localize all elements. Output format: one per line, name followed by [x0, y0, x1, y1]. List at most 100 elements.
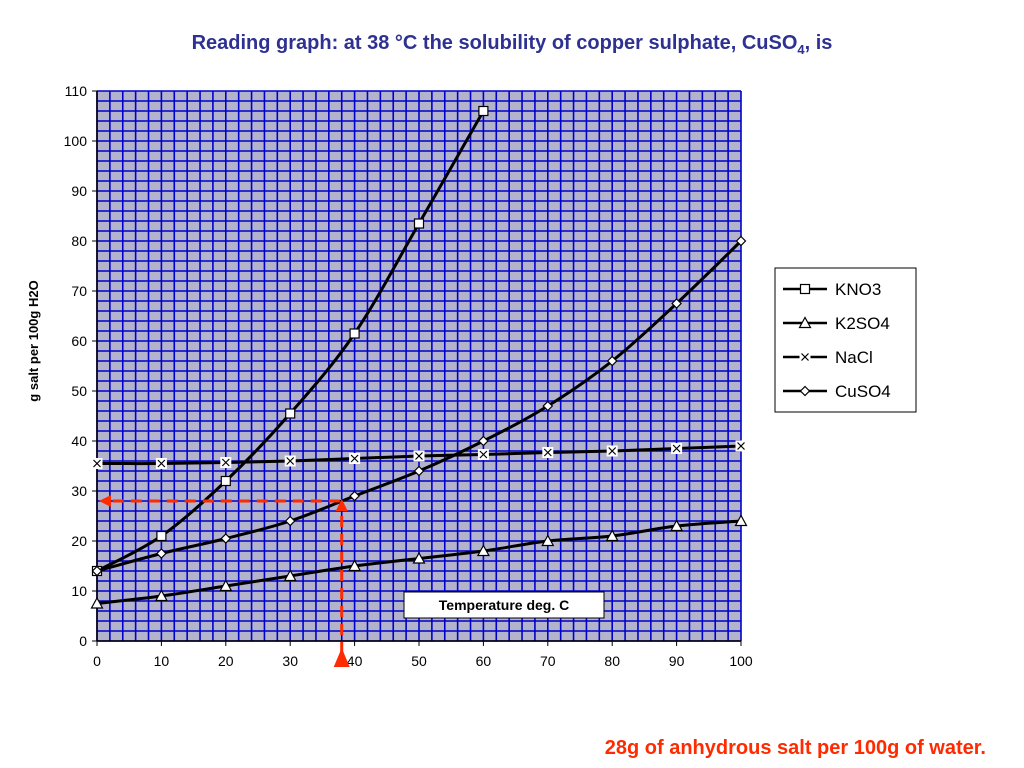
- data-point-k2so4: [412, 551, 426, 564]
- x-tick-label: 60: [476, 653, 492, 669]
- series-nacl: [91, 440, 747, 469]
- answer-text: 28g of anhydrous salt per 100g of water.: [604, 737, 986, 759]
- marker-stroke: [479, 450, 488, 459]
- x-tick-label: 80: [604, 653, 620, 669]
- data-point-cuso4: [91, 565, 103, 577]
- series-layer: [90, 105, 748, 609]
- legend-label-cuso4: CuSO4: [835, 382, 891, 401]
- data-point-k2so4: [541, 534, 555, 547]
- marker-stroke: [608, 447, 617, 455]
- x-axis-label: Temperature deg. C: [439, 597, 569, 613]
- data-point-cuso4: [478, 435, 489, 447]
- x-tick-label: 20: [218, 653, 234, 669]
- y-tick-label: 80: [71, 233, 87, 249]
- data-point-k2so4: [348, 559, 362, 572]
- reading-arrowhead-up: [335, 499, 348, 511]
- data-point-cuso4: [606, 355, 618, 367]
- data-point-cuso4: [349, 490, 360, 502]
- data-point-kno3: [478, 105, 489, 117]
- legend-label-nacl: NaCl: [835, 348, 873, 367]
- data-point-cuso4: [735, 235, 747, 247]
- y-tick-label: 50: [71, 383, 87, 399]
- data-point-cuso4: [542, 400, 554, 412]
- marker-stroke: [415, 452, 423, 460]
- legend: KNO3 K2SO4 NaCl CuSO4: [774, 267, 917, 413]
- axes: 0 10 20 30 40 50 60 70 80 90 100 0 10 20 30 40 50 60 70 80 9…: [64, 83, 753, 669]
- data-point-k2so4: [90, 596, 104, 609]
- data-point-k2so4: [476, 544, 490, 557]
- data-point-k2so4: [283, 569, 297, 582]
- data-point-kno3: [156, 530, 167, 542]
- x-tick-label: 90: [669, 653, 685, 669]
- data-point-cuso4: [671, 298, 682, 309]
- x-tick-label: 30: [282, 653, 298, 669]
- legend-label-kno3: KNO3: [835, 280, 881, 299]
- marker-stroke: [157, 459, 166, 468]
- x-tick-label: 70: [540, 653, 556, 669]
- title-subscript: 4: [797, 42, 805, 57]
- y-tick-label: 40: [71, 433, 87, 449]
- reading-arrowhead-left: [99, 495, 111, 507]
- marker-stroke: [221, 458, 230, 467]
- x-tick-label: 40: [347, 653, 363, 669]
- title-text: Reading graph: at 38 °C the solubility o…: [191, 32, 798, 54]
- legend-marker-cuso4: [799, 385, 811, 397]
- legend-box: [774, 267, 917, 413]
- data-point-k2so4: [219, 579, 233, 592]
- legend-item-cuso4: CuSO4: [783, 382, 891, 401]
- legend-item-k2so4: K2SO4: [783, 314, 890, 333]
- y-tick-label: 110: [65, 83, 88, 99]
- data-point-k2so4: [670, 519, 684, 532]
- data-point-k2so4: [605, 529, 619, 542]
- marker-stroke: [737, 442, 745, 450]
- data-point-nacl: [477, 449, 489, 460]
- y-tick-label: 20: [71, 533, 87, 549]
- y-tick-label: 0: [79, 633, 87, 649]
- data-point-cuso4: [284, 515, 296, 527]
- marker-stroke: [286, 457, 295, 465]
- data-point-nacl: [735, 440, 747, 452]
- data-point-nacl: [606, 445, 618, 457]
- slide-title: Reading graph: at 38 °C the solubility o…: [0, 32, 1024, 57]
- data-point-nacl: [284, 455, 296, 467]
- data-point-cuso4: [413, 465, 425, 477]
- data-point-nacl: [671, 443, 683, 454]
- series-cuso4: [91, 235, 747, 577]
- marker-stroke: [543, 448, 552, 457]
- data-point-nacl: [542, 447, 554, 458]
- legend-item-kno3: KNO3: [783, 280, 881, 299]
- x-axis-label-box: [403, 591, 605, 619]
- marker-stroke: [801, 353, 809, 361]
- marker-stroke: [672, 444, 681, 453]
- series-k2so4: [90, 514, 748, 609]
- legend-item-nacl: NaCl: [783, 348, 873, 367]
- legend-marker-k2so4: [798, 316, 812, 329]
- y-tick-label: 100: [64, 133, 88, 149]
- data-point-nacl: [349, 453, 361, 464]
- title-suffix: , is: [804, 32, 833, 54]
- legend-marker-nacl: [799, 351, 811, 363]
- y-tick-label: 90: [71, 183, 87, 199]
- data-point-k2so4: [154, 589, 168, 602]
- marker-stroke: [93, 459, 101, 468]
- data-point-nacl: [91, 458, 103, 469]
- x-tick-label: 100: [729, 653, 753, 669]
- data-point-kno3: [285, 408, 296, 419]
- x-tick-label: 0: [93, 653, 101, 669]
- data-point-nacl: [220, 457, 232, 468]
- y-axis-label: g salt per 100g H2O: [26, 280, 41, 401]
- data-point-cuso4: [220, 533, 232, 544]
- data-point-nacl: [155, 458, 167, 469]
- reading-pointer-triangle: [333, 648, 350, 667]
- axis-labels: g salt per 100g H2O Temperature deg. C: [26, 280, 605, 619]
- marker-stroke: [350, 454, 359, 463]
- y-tick-label: 10: [71, 583, 87, 599]
- data-point-k2so4: [734, 514, 748, 527]
- legend-marker-kno3: [799, 283, 811, 295]
- x-tick-label: 50: [411, 653, 427, 669]
- data-point-kno3: [413, 218, 425, 229]
- y-tick-label: 70: [71, 283, 87, 299]
- data-point-kno3: [220, 475, 231, 487]
- data-point-nacl: [413, 450, 425, 462]
